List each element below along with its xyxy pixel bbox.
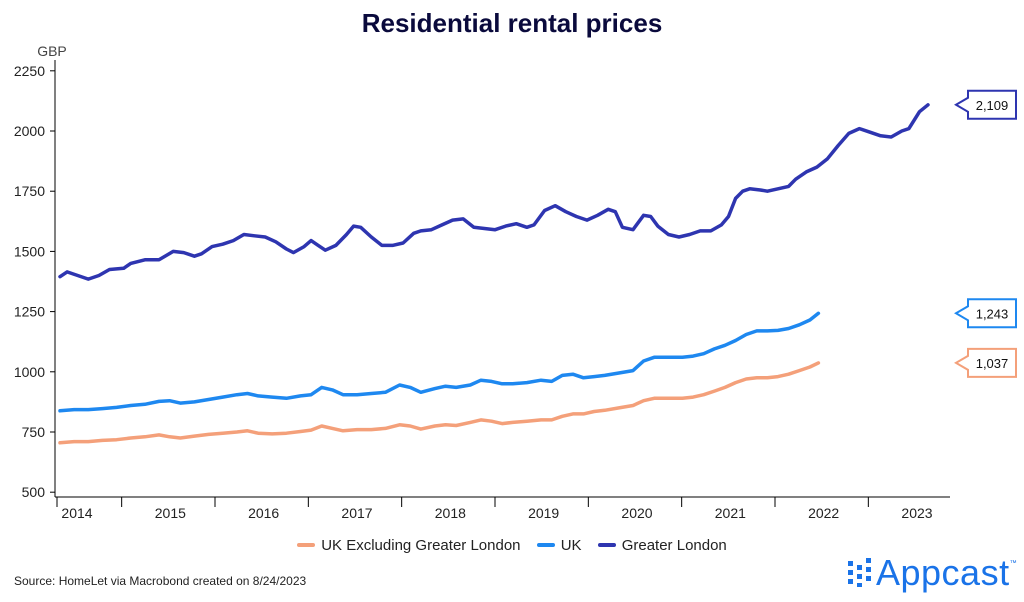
callout-value: 1,037 <box>976 356 1009 371</box>
legend: UK Excluding Greater London UK Greater L… <box>0 534 1024 554</box>
legend-swatch <box>597 543 616 547</box>
legend-label: Greater London <box>621 536 727 554</box>
y-axis: GBP 500 750 1000 1250 1500 1750 2000 2250 <box>14 43 67 500</box>
y-unit-label: GBP <box>37 43 67 59</box>
x-tick-label: 2020 <box>621 505 652 521</box>
y-tick-label: 2000 <box>14 123 45 139</box>
appcast-logo: Appcast ™ <box>846 552 1017 594</box>
legend-label: UK <box>560 536 582 554</box>
callout-greater-london: 2,109 <box>954 89 1017 120</box>
x-tick-label: 2014 <box>61 505 92 521</box>
x-tick-label: 2023 <box>901 505 932 521</box>
y-tick-label: 750 <box>22 424 46 440</box>
x-tick-label: 2019 <box>528 505 559 521</box>
y-tick-label: 1750 <box>14 183 45 199</box>
legend-item-uk-excl-london: UK Excluding Greater London <box>297 536 521 554</box>
logo-trademark: ™ <box>1009 560 1017 567</box>
callout-uk: 1,243 <box>954 298 1017 329</box>
series-line-greater-london <box>58 103 930 281</box>
callout-box <box>954 347 1017 378</box>
x-axis: 2014 2015 2016 2017 2018 2019 2020 2021 2022 2023 <box>55 496 950 521</box>
y-tick-label: 2250 <box>14 63 45 79</box>
series-line-uk-excluding-greater-london <box>58 361 821 445</box>
logo-text: Appcast <box>876 552 1010 593</box>
x-tick-label: 2022 <box>808 505 839 521</box>
y-tick-label: 1000 <box>14 364 45 380</box>
chart-title: Residential rental prices <box>361 8 663 38</box>
end-callouts: 1,037 1,243 2,109 <box>954 89 1017 378</box>
callout-value: 1,243 <box>976 306 1009 321</box>
x-tick-label: 2018 <box>435 505 466 521</box>
y-tick-label: 500 <box>22 484 46 500</box>
legend-swatch <box>536 543 555 547</box>
y-tick-label: 1500 <box>14 243 45 259</box>
source-note: Source: HomeLet via Macrobond created on… <box>14 574 307 588</box>
legend-swatch <box>297 543 316 547</box>
callout-uk-excluding-greater-london: 1,037 <box>954 347 1017 378</box>
callout-box <box>954 89 1017 120</box>
legend-item-uk: UK <box>536 536 582 554</box>
callout-value: 2,109 <box>976 98 1009 113</box>
legend-item-greater-london: Greater London <box>597 536 727 554</box>
series-lines <box>58 103 930 445</box>
x-tick-label: 2015 <box>155 505 186 521</box>
legend-label: UK Excluding Greater London <box>321 536 521 554</box>
x-tick-label: 2017 <box>341 505 372 521</box>
logo-dots-icon <box>848 558 871 587</box>
x-tick-label: 2016 <box>248 505 279 521</box>
y-tick-label: 1250 <box>14 304 45 320</box>
series-line-uk <box>58 311 821 413</box>
callout-box <box>954 298 1017 329</box>
x-tick-label: 2021 <box>715 505 746 521</box>
